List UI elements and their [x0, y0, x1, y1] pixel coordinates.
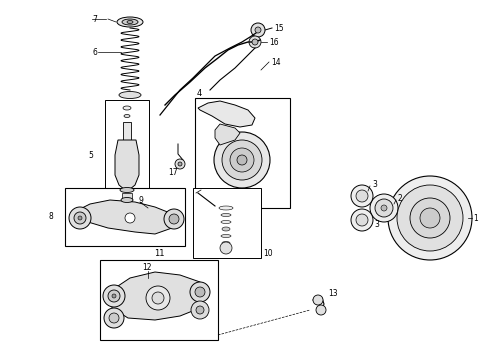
Circle shape	[178, 162, 182, 166]
Circle shape	[103, 285, 125, 307]
Circle shape	[125, 213, 135, 223]
Circle shape	[146, 286, 170, 310]
Circle shape	[313, 295, 323, 305]
Text: 9: 9	[138, 195, 143, 204]
Ellipse shape	[119, 91, 141, 99]
Circle shape	[191, 301, 209, 319]
Circle shape	[196, 306, 204, 314]
Polygon shape	[78, 200, 175, 234]
Circle shape	[381, 205, 387, 211]
Circle shape	[112, 294, 116, 298]
Text: 4: 4	[197, 89, 202, 98]
Circle shape	[397, 185, 463, 251]
Text: 16: 16	[269, 37, 279, 46]
Text: 6: 6	[92, 48, 97, 57]
Circle shape	[420, 208, 440, 228]
Ellipse shape	[223, 248, 229, 252]
Text: 3: 3	[374, 220, 379, 229]
Text: 13: 13	[328, 289, 338, 298]
Circle shape	[237, 155, 247, 165]
Circle shape	[222, 140, 262, 180]
Circle shape	[370, 194, 398, 222]
Text: 2: 2	[398, 194, 403, 202]
Circle shape	[410, 198, 450, 238]
Circle shape	[175, 159, 185, 169]
Ellipse shape	[221, 220, 231, 224]
Circle shape	[169, 214, 179, 224]
Circle shape	[356, 190, 368, 202]
Circle shape	[109, 313, 119, 323]
Circle shape	[104, 308, 124, 328]
Text: 5: 5	[88, 150, 93, 159]
Text: 15: 15	[274, 23, 284, 32]
Circle shape	[152, 292, 164, 304]
Text: 1: 1	[473, 213, 478, 222]
Text: 3: 3	[372, 180, 377, 189]
Circle shape	[252, 39, 258, 45]
Circle shape	[74, 212, 86, 224]
Circle shape	[78, 216, 82, 220]
Ellipse shape	[117, 17, 143, 27]
Ellipse shape	[219, 206, 233, 210]
Circle shape	[375, 199, 393, 217]
Circle shape	[214, 132, 270, 188]
Bar	[105, 100, 149, 210]
Ellipse shape	[123, 106, 131, 110]
Ellipse shape	[122, 19, 138, 25]
Text: 8: 8	[48, 212, 53, 220]
Ellipse shape	[222, 242, 230, 244]
Circle shape	[108, 290, 120, 302]
Circle shape	[351, 185, 373, 207]
Circle shape	[190, 282, 210, 302]
Text: 17: 17	[168, 167, 178, 176]
Circle shape	[69, 207, 91, 229]
Ellipse shape	[121, 198, 133, 202]
Ellipse shape	[127, 21, 133, 23]
Circle shape	[388, 176, 472, 260]
Circle shape	[220, 242, 232, 254]
Text: 12: 12	[142, 264, 151, 273]
Circle shape	[249, 36, 261, 48]
Ellipse shape	[221, 234, 231, 238]
Polygon shape	[198, 101, 255, 127]
Bar	[65, 188, 185, 246]
Text: 11: 11	[154, 249, 164, 258]
Circle shape	[351, 209, 373, 231]
Polygon shape	[115, 140, 139, 190]
Circle shape	[164, 209, 184, 229]
Circle shape	[195, 287, 205, 297]
Bar	[122, 193, 132, 201]
Circle shape	[316, 305, 326, 315]
Circle shape	[251, 23, 265, 37]
Text: 10: 10	[263, 248, 272, 257]
Polygon shape	[215, 124, 240, 145]
Text: 7: 7	[92, 14, 97, 23]
Circle shape	[356, 214, 368, 226]
Bar	[100, 260, 218, 340]
Bar	[195, 98, 290, 208]
Text: 14: 14	[271, 58, 281, 67]
Bar	[123, 122, 131, 140]
Ellipse shape	[222, 227, 230, 231]
Circle shape	[230, 148, 254, 172]
Ellipse shape	[221, 213, 231, 216]
Ellipse shape	[124, 114, 130, 117]
Polygon shape	[112, 272, 205, 320]
Ellipse shape	[120, 188, 134, 193]
Bar	[193, 188, 261, 258]
Circle shape	[255, 27, 261, 33]
